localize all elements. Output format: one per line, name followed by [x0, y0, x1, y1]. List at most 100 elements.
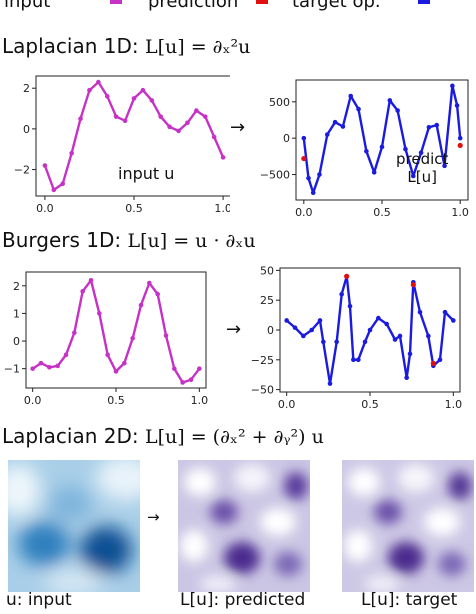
data-point [185, 120, 190, 126]
data-point [306, 175, 311, 181]
data-point [38, 360, 44, 366]
legend-prediction-swatch [256, 0, 268, 4]
data-point [211, 134, 217, 140]
data-point [324, 132, 330, 137]
y-tick-label: 0 [23, 123, 30, 136]
data-point [410, 173, 416, 179]
y-tick-label: −25 [251, 354, 274, 367]
lap1d-output-chart: 0.0 0.5 1.0 −500 0 500 [260, 79, 469, 218]
data-point [180, 380, 185, 385]
data-point [395, 108, 400, 113]
data-point [88, 277, 94, 283]
data-point [371, 170, 377, 175]
data-point [167, 124, 172, 130]
data-point [284, 318, 289, 323]
data-point [158, 114, 164, 119]
lap1d-input-chart: 0.0 0.5 1.0 −2 0 2 [14, 75, 230, 215]
data-point [55, 363, 60, 369]
u-input-heatmap [8, 460, 140, 592]
x-tick-label: 0.0 [278, 398, 296, 410]
laplacian1d-title: Laplacian 1D: L[u] = ∂ₓ²u [2, 34, 250, 58]
y-tick-label: 1 [13, 307, 20, 320]
data-point [42, 163, 48, 168]
data-point [351, 357, 356, 363]
data-point [356, 106, 361, 112]
data-point [407, 351, 413, 357]
x-tick-label: 0.0 [36, 202, 54, 215]
prediction-point [301, 155, 307, 162]
data-point [104, 94, 110, 99]
data-point [105, 352, 110, 358]
data-point [367, 327, 373, 333]
predict-line2: L[u] [407, 168, 437, 186]
data-point [332, 119, 338, 125]
caption-target: L[u]: target [361, 590, 458, 610]
arrow-icon: → [147, 508, 160, 526]
data-point [317, 318, 323, 323]
data-point [434, 122, 440, 128]
data-point [80, 289, 85, 294]
caption-u-input: u: input [6, 590, 72, 610]
data-point [376, 315, 381, 321]
prediction-point [457, 142, 463, 149]
data-point [387, 98, 393, 103]
predict-label: predict L[u] [396, 150, 448, 186]
x-tick-label: 0.5 [373, 206, 391, 218]
burgers1d-name: Burgers 1D: [2, 228, 122, 252]
data-point [442, 309, 448, 315]
data-point [149, 98, 155, 103]
data-point [30, 366, 35, 371]
y-tick-label: −50 [251, 384, 274, 397]
data-point [426, 333, 431, 339]
data-point [317, 172, 322, 177]
burgers1d-title: Burgers 1D: L[u] = u · ∂ₓu [2, 228, 256, 252]
data-point [347, 303, 353, 309]
target-heatmap [342, 460, 474, 592]
data-point [379, 144, 385, 150]
data-point [321, 339, 326, 345]
data-point [63, 352, 69, 358]
arrow-icon: → [230, 117, 246, 138]
data-point [417, 309, 423, 315]
legend-prediction-label: prediction [148, 0, 239, 12]
x-tick-label: 1.0 [214, 202, 230, 215]
prediction-point [410, 282, 416, 288]
data-point [442, 163, 447, 169]
data-point [60, 181, 66, 187]
burg1d-output-chart: 0.0 0.5 1.0 −50 −25 0 25 50 [251, 264, 462, 410]
data-point [51, 187, 57, 193]
data-point [113, 369, 119, 374]
data-point [47, 364, 52, 370]
data-point [339, 291, 344, 297]
burgers1d-equation: L[u] = u · ∂ₓu [127, 230, 256, 252]
y-tick-label: −500 [260, 169, 290, 182]
x-tick-label: 0.5 [125, 202, 143, 215]
caption-predicted: L[u]: predicted [180, 590, 306, 610]
x-tick-label: 0.5 [107, 394, 125, 407]
x-tick-label: 0.0 [24, 394, 42, 407]
data-point [113, 114, 119, 119]
data-point [418, 150, 424, 156]
laplacian2d-name: Laplacian 2D: [2, 424, 139, 448]
laplacian2d-equation: L[u] = (∂ₓ² + ∂ᵧ²) u [144, 426, 324, 448]
data-point [426, 124, 432, 130]
data-point [454, 103, 460, 108]
legend-input-label: input [4, 0, 51, 12]
data-point [78, 116, 83, 122]
data-point [140, 87, 146, 93]
data-point [384, 321, 389, 327]
data-point [362, 339, 368, 345]
data-point [450, 83, 455, 89]
data-point [122, 360, 127, 366]
x-tick-label: 0.5 [361, 398, 379, 410]
x-tick-label: 1.0 [191, 394, 209, 407]
legend-target-label: target op. [292, 0, 381, 12]
data-point [69, 150, 74, 156]
arrow-icon: → [226, 319, 242, 340]
data-point [188, 377, 194, 383]
data-point [301, 135, 307, 141]
y-tick-label: 0 [283, 132, 290, 145]
burg1d-input-chart: 0.0 0.5 1.0 −1 0 1 2 [4, 271, 209, 407]
laplacian2d-title: Laplacian 2D: L[u] = (∂ₓ² + ∂ᵧ²) u [2, 424, 324, 448]
data-point [364, 148, 369, 154]
